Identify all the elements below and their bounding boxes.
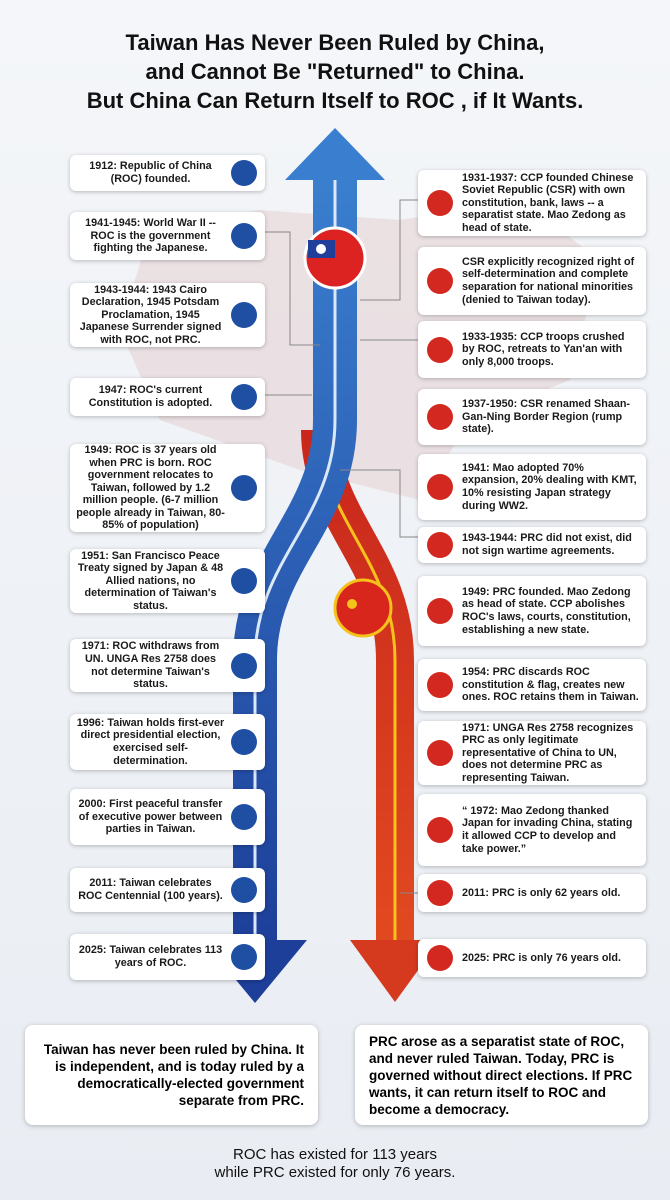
event-icon — [427, 268, 453, 294]
event-icon — [231, 944, 257, 970]
left-event-text: 1996: Taiwan holds first-ever direct pre… — [76, 716, 225, 767]
title-line: But China Can Return Itself to ROC , if … — [86, 88, 584, 113]
left-event: 1971: ROC withdraws from UN. UNGA Res 27… — [70, 639, 265, 692]
right-event-text: CSR explicitly recognized right of self-… — [462, 255, 635, 306]
roc-arrowhead-top — [285, 128, 385, 180]
right-event-text: 2025: PRC is only 76 years old. — [462, 951, 622, 964]
left-event: 1941-1945: World War II -- ROC is the go… — [70, 212, 265, 260]
left-event: 1951: San Francisco Peace Treaty signed … — [70, 549, 265, 613]
event-icon — [427, 672, 453, 698]
left-event: 1912: Republic of China (ROC) founded. — [70, 155, 265, 191]
left-event: 2011: Taiwan celebrates ROC Centennial (… — [70, 868, 265, 912]
left-event-text: 1947: ROC's current Constitution is adop… — [88, 384, 213, 409]
right-event-text: 2011: PRC is only 62 years old. — [462, 886, 621, 899]
event-icon — [231, 729, 257, 755]
right-event: “ 1972: Mao Zedong thanked Japan for inv… — [418, 794, 646, 866]
right-event-text: 1971: UNGA Res 2758 recognizes PRC as on… — [462, 721, 634, 784]
event-icon — [231, 877, 257, 903]
left-event-text: 1949: ROC is 37 years old when PRC is bo… — [76, 443, 225, 532]
event-icon — [427, 190, 453, 216]
left-event: 2025: Taiwan celebrates 113 years of ROC… — [70, 934, 265, 980]
right-event-text: 1931-1937: CCP founded Chinese Soviet Re… — [462, 171, 634, 234]
title-line: Taiwan Has Never Been Ruled by China, — [125, 30, 545, 55]
right-event: 1971: UNGA Res 2758 recognizes PRC as on… — [418, 721, 646, 785]
event-icon — [427, 404, 453, 430]
left-event-text: 2000: First peaceful transfer of executi… — [78, 798, 223, 836]
right-event: 2011: PRC is only 62 years old. — [418, 874, 646, 912]
right-event: CSR explicitly recognized right of self-… — [418, 247, 646, 315]
event-icon — [427, 598, 453, 624]
prc-arrowhead — [350, 940, 440, 1002]
left-event: 1996: Taiwan holds first-ever direct pre… — [70, 714, 265, 770]
right-event: 2025: PRC is only 76 years old. — [418, 939, 646, 977]
event-icon — [427, 740, 453, 766]
event-icon — [427, 817, 453, 843]
right-event: 1937-1950: CSR renamed Shaan-Gan-Ning Bo… — [418, 389, 646, 445]
left-event-text: 1943-1944: 1943 Cairo Declaration, 1945 … — [79, 283, 222, 346]
event-icon — [427, 532, 453, 558]
right-event-text: 1937-1950: CSR renamed Shaan-Gan-Ning Bo… — [462, 398, 631, 436]
left-event: 1949: ROC is 37 years old when PRC is bo… — [70, 444, 265, 532]
event-icon — [231, 302, 257, 328]
footer-line: while PRC existed for only 76 years. — [214, 1164, 456, 1181]
right-event-text: 1949: PRC founded. Mao Zedong as head of… — [462, 585, 631, 636]
left-event-text: 2011: Taiwan celebrates ROC Centennial (… — [78, 877, 223, 902]
right-summary: PRC arose as a separatist state of ROC, … — [355, 1025, 648, 1125]
event-icon — [231, 223, 257, 249]
right-event: 1954: PRC discards ROC constitution & fl… — [418, 659, 646, 711]
prc-flag-star — [347, 599, 357, 609]
roc-flag-sun — [316, 244, 326, 254]
roc-arrow-line — [253, 175, 337, 945]
right-event-text: 1941: Mao adopted 70% expansion, 20% dea… — [462, 461, 637, 512]
event-icon — [231, 652, 257, 679]
left-event-text: 2025: Taiwan celebrates 113 years of ROC… — [78, 944, 223, 969]
title-line: and Cannot Be "Returned" to China. — [145, 59, 525, 84]
right-event: 1941: Mao adopted 70% expansion, 20% dea… — [418, 454, 646, 520]
left-event-text: 1941-1945: World War II -- ROC is the go… — [85, 217, 216, 255]
right-event-text: 1954: PRC discards ROC constitution & fl… — [462, 666, 639, 704]
right-event: 1943-1944: PRC did not exist, did not si… — [418, 527, 646, 563]
title: Taiwan Has Never Been Ruled by China, and… — [0, 28, 670, 115]
right-event: 1949: PRC founded. Mao Zedong as head of… — [418, 576, 646, 646]
right-event: 1931-1937: CCP founded Chinese Soviet Re… — [418, 170, 646, 236]
left-event: 2000: First peaceful transfer of executi… — [70, 789, 265, 845]
event-icon — [231, 804, 257, 830]
event-icon — [427, 336, 453, 363]
right-event-text: 1943-1944: PRC did not exist, did not si… — [462, 532, 632, 557]
event-icon — [231, 475, 257, 501]
footer: ROC has existed for 113 years while PRC e… — [0, 1146, 670, 1182]
event-icon — [231, 384, 257, 410]
right-event-text: “ 1972: Mao Zedong thanked Japan for inv… — [462, 804, 633, 855]
left-summary: Taiwan has never been ruled by China. It… — [25, 1025, 318, 1125]
event-icon — [231, 160, 257, 186]
prc-flag — [333, 578, 393, 638]
right-event-text: 1933-1935: CCP troops crushed by ROC, re… — [462, 330, 625, 368]
left-event-text: 1912: Republic of China (ROC) founded. — [89, 160, 212, 185]
left-event: 1947: ROC's current Constitution is adop… — [70, 378, 265, 416]
left-event-text: 1951: San Francisco Peace Treaty signed … — [77, 549, 224, 612]
event-icon — [231, 568, 257, 594]
right-event: 1933-1935: CCP troops crushed by ROC, re… — [418, 321, 646, 378]
footer-line: ROC has existed for 113 years — [233, 1146, 437, 1163]
event-icon — [427, 945, 453, 971]
event-icon — [427, 880, 453, 906]
left-event-text: 1971: ROC withdraws from UN. UNGA Res 27… — [81, 640, 220, 691]
left-event: 1943-1944: 1943 Cairo Declaration, 1945 … — [70, 283, 265, 347]
event-icon — [427, 474, 453, 500]
